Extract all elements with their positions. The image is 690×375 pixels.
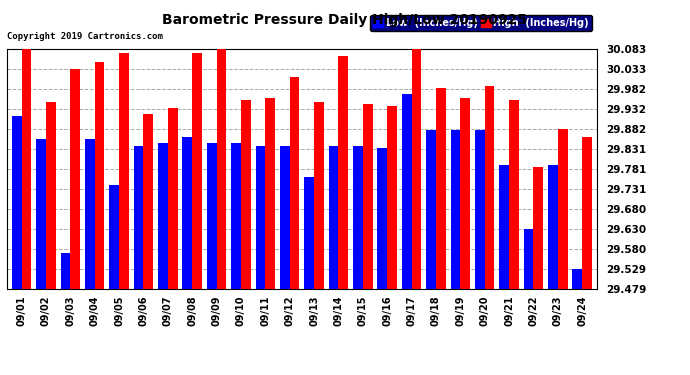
Bar <box>12 116 21 289</box>
Bar <box>70 69 80 289</box>
Text: Barometric Pressure Daily High/Low 20190925: Barometric Pressure Daily High/Low 20190… <box>163 13 527 27</box>
Bar <box>46 102 56 289</box>
Bar <box>328 146 338 289</box>
Bar <box>255 146 266 289</box>
Bar <box>290 76 299 289</box>
Bar <box>500 165 509 289</box>
Bar <box>109 185 119 289</box>
Bar <box>241 100 250 289</box>
Bar <box>558 129 568 289</box>
Bar <box>377 148 387 289</box>
Bar <box>119 53 129 289</box>
Bar <box>573 269 582 289</box>
Bar <box>509 100 519 289</box>
Bar <box>134 146 144 289</box>
Bar <box>402 94 411 289</box>
Bar <box>353 146 363 289</box>
Legend: Low  (Inches/Hg), High  (Inches/Hg): Low (Inches/Hg), High (Inches/Hg) <box>371 15 592 31</box>
Text: Copyright 2019 Cartronics.com: Copyright 2019 Cartronics.com <box>7 32 163 41</box>
Bar <box>363 104 373 289</box>
Bar <box>524 229 533 289</box>
Bar <box>304 177 314 289</box>
Bar <box>582 137 592 289</box>
Bar <box>21 49 31 289</box>
Bar <box>61 253 70 289</box>
Bar <box>475 130 484 289</box>
Bar <box>144 114 153 289</box>
Bar <box>158 143 168 289</box>
Bar <box>426 130 436 289</box>
Bar <box>36 140 46 289</box>
Bar <box>533 167 543 289</box>
Bar <box>280 146 290 289</box>
Bar <box>548 165 558 289</box>
Bar <box>168 108 177 289</box>
Bar <box>314 102 324 289</box>
Bar <box>484 86 495 289</box>
Bar <box>387 106 397 289</box>
Bar <box>436 88 446 289</box>
Bar <box>231 143 241 289</box>
Bar <box>460 98 470 289</box>
Bar <box>217 49 226 289</box>
Bar <box>451 130 460 289</box>
Bar <box>411 49 422 289</box>
Bar <box>85 140 95 289</box>
Bar <box>207 143 217 289</box>
Bar <box>338 56 348 289</box>
Bar <box>193 53 202 289</box>
Bar <box>266 98 275 289</box>
Bar <box>182 136 193 289</box>
Bar <box>95 62 104 289</box>
